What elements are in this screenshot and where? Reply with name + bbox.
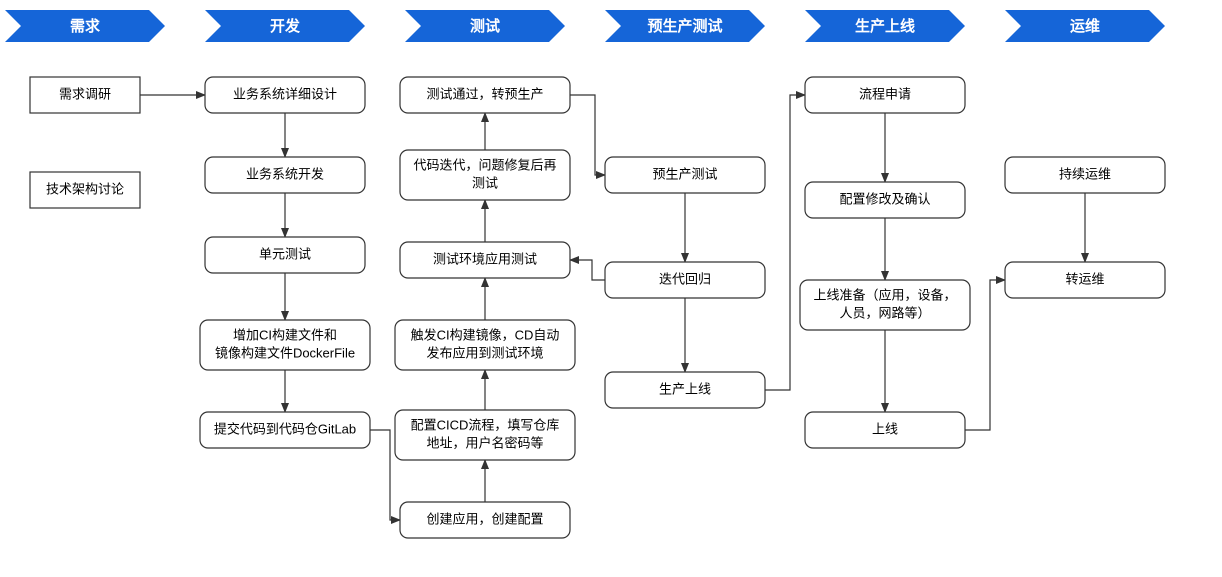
prod-flow-apply-label-line-0: 流程申请 — [859, 86, 911, 101]
banner-development: 开发 — [205, 10, 365, 42]
prod-launch-prep-label-line-1: 人员，网路等） — [839, 305, 930, 320]
test-configure-cicd-label-line-1: 地址，用户名密码等 — [426, 435, 543, 450]
edge-prod-launch-to-ops-handover — [965, 280, 1005, 430]
banner-requirements: 需求 — [5, 10, 165, 42]
dev-unit-test: 单元测试 — [205, 237, 365, 273]
dev-commit-gitlab: 提交代码到代码仓GitLab — [200, 412, 370, 448]
test-ci-cd-deploy-label-line-0: 触发CI构建镜像，CD自动 — [411, 327, 560, 342]
dev-system-dev-label-line-0: 业务系统开发 — [246, 166, 324, 181]
test-iterate-fix-label-line-0: 代码迭代，问题修复后再 — [413, 157, 556, 172]
dev-detailed-design: 业务系统详细设计 — [205, 77, 365, 113]
dev-ci-dockerfile: 增加CI构建文件和镜像构建文件DockerFile — [200, 320, 370, 370]
ops-handover-label-line-0: 转运维 — [1065, 271, 1104, 286]
test-env-app-test: 测试环境应用测试 — [400, 242, 570, 278]
req-research-label-line-0: 需求调研 — [59, 86, 111, 101]
ops-continuous-label-line-0: 持续运维 — [1059, 166, 1111, 181]
test-configure-cicd: 配置CICD流程，填写仓库地址，用户名密码等 — [395, 410, 575, 460]
banner-ops: 运维 — [1005, 10, 1165, 42]
edge-test-pass-to-preprod-to-pre-preprod-test — [570, 95, 605, 175]
pre-preprod-test: 预生产测试 — [605, 157, 765, 193]
prod-launch-prep: 上线准备（应用，设备， 人员，网路等） — [800, 280, 970, 330]
req-research: 需求调研 — [30, 77, 140, 113]
test-configure-cicd-label-line-0: 配置CICD流程，填写仓库 — [411, 417, 560, 432]
dev-commit-gitlab-label-line-0: 提交代码到代码仓GitLab — [214, 421, 356, 436]
test-pass-to-preprod-label-line-0: 测试通过，转预生产 — [426, 86, 543, 101]
test-ci-cd-deploy: 触发CI构建镜像，CD自动发布应用到测试环境 — [395, 320, 575, 370]
prod-launch-label-line-0: 上线 — [872, 421, 898, 436]
dev-ci-dockerfile-label-line-1: 镜像构建文件DockerFile — [215, 345, 355, 360]
banner-ops-label: 运维 — [1070, 17, 1100, 35]
prod-launch-prep-label-line-0: 上线准备（应用，设备， — [813, 287, 956, 302]
pre-iterate-regress-label-line-0: 迭代回归 — [659, 271, 711, 286]
req-arch-discuss-label-line-0: 技术架构讨论 — [46, 181, 124, 196]
nodes-layer: 需求调研技术架构讨论 业务系统详细设计业务系统开发单元测试增加CI构建文件和镜像构… — [30, 77, 1165, 538]
banner-prod-launch-label: 生产上线 — [855, 17, 915, 35]
pre-iterate-regress: 迭代回归 — [605, 262, 765, 298]
pre-go-live: 生产上线 — [605, 372, 765, 408]
test-env-app-test-label-line-0: 测试环境应用测试 — [433, 251, 537, 266]
banner-preprod-testing-label: 预生产测试 — [647, 17, 722, 35]
edge-pre-go-live-to-prod-flow-apply — [765, 95, 805, 390]
dev-unit-test-label-line-0: 单元测试 — [259, 246, 311, 261]
dev-ci-dockerfile-label-line-0: 增加CI构建文件和 — [233, 327, 337, 342]
banner-requirements-label: 需求 — [70, 17, 101, 35]
test-iterate-fix: 代码迭代，问题修复后再测试 — [400, 150, 570, 200]
req-arch-discuss: 技术架构讨论 — [30, 172, 140, 208]
banner-prod-launch: 生产上线 — [805, 10, 965, 42]
pre-preprod-test-label-line-0: 预生产测试 — [652, 166, 717, 181]
prod-config-confirm-label-line-0: 配置修改及确认 — [839, 191, 930, 206]
prod-launch: 上线 — [805, 412, 965, 448]
banner-testing-label: 测试 — [470, 17, 500, 35]
ops-continuous: 持续运维 — [1005, 157, 1165, 193]
dev-system-dev: 业务系统开发 — [205, 157, 365, 193]
prod-config-confirm: 配置修改及确认 — [805, 182, 965, 218]
ops-handover: 转运维 — [1005, 262, 1165, 298]
flow-diagram: 需求开发测试预生产测试生产上线运维需求调研技术架构讨论业务系统详细设计业务系统开… — [0, 0, 1222, 577]
test-ci-cd-deploy-label-line-1: 发布应用到测试环境 — [426, 345, 543, 360]
pre-go-live-label-line-0: 生产上线 — [659, 381, 711, 396]
banner-development-label: 开发 — [270, 17, 301, 35]
test-iterate-fix-label-line-1: 测试 — [472, 175, 498, 190]
banner-testing: 测试 — [405, 10, 565, 42]
edge-pre-iterate-regress-to-test-env-app-test — [570, 260, 605, 280]
prod-flow-apply: 流程申请 — [805, 77, 965, 113]
test-pass-to-preprod: 测试通过，转预生产 — [400, 77, 570, 113]
dev-detailed-design-label-line-0: 业务系统详细设计 — [233, 86, 337, 101]
test-create-app-label-line-0: 创建应用，创建配置 — [426, 511, 543, 526]
test-create-app: 创建应用，创建配置 — [400, 502, 570, 538]
banner-preprod-testing: 预生产测试 — [605, 10, 765, 42]
